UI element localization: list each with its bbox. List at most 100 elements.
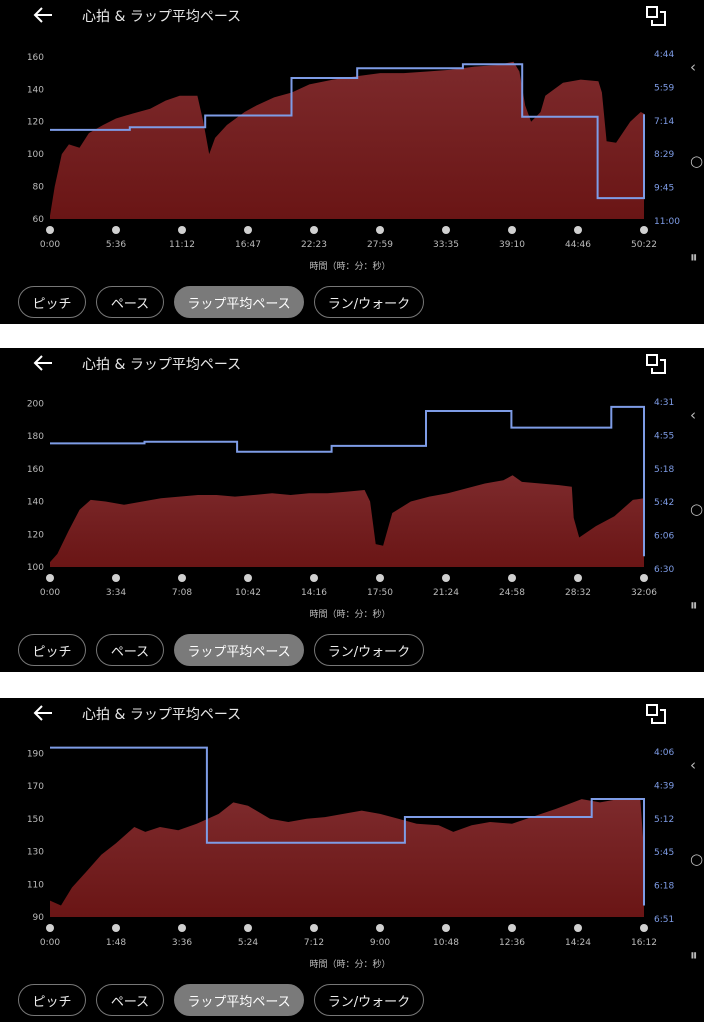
fullscreen-icon[interactable] [644, 702, 668, 726]
x-tick-dot [178, 226, 186, 234]
lap-pace-line [50, 63, 645, 200]
y-left-tick-label: 160 [27, 465, 44, 475]
y-left-tick-label: 190 [27, 749, 44, 759]
x-tick-dot [112, 574, 120, 582]
y-right-tick-label: 5:45 [654, 848, 674, 858]
chevron-left-icon[interactable]: ‹ [690, 58, 696, 76]
x-tick-label: 10:48 [433, 938, 459, 948]
x-tick-label: 16:12 [631, 938, 657, 948]
x-tick-label: 27:59 [367, 240, 393, 250]
lap-average-pace-button[interactable]: ラップ平均ペース [174, 634, 304, 666]
x-tick-label: 5:36 [106, 240, 126, 250]
back-arrow-icon[interactable] [32, 704, 54, 722]
x-tick-label: 16:47 [235, 240, 261, 250]
pace-button[interactable]: ペース [96, 286, 164, 318]
y-left-tick-label: 170 [27, 782, 44, 792]
pitch-button[interactable]: ピッチ [18, 634, 86, 666]
x-tick-dot [442, 924, 450, 932]
y-left-tick-label: 120 [27, 530, 44, 540]
x-tick-label: 3:36 [172, 938, 192, 948]
fullscreen-icon[interactable] [644, 4, 668, 28]
x-tick-label: 1:48 [106, 938, 126, 948]
y-right-tick-label: 4:31 [654, 398, 674, 408]
y-right-tick-label: 4:39 [654, 781, 674, 791]
x-tick-label: 7:12 [304, 938, 324, 948]
back-arrow-icon[interactable] [32, 6, 54, 24]
run-walk-button[interactable]: ラン/ウォーク [314, 634, 424, 666]
y-right-tick-label: 5:42 [654, 498, 674, 508]
x-tick-label: 32:06 [631, 588, 657, 598]
tab-buttons: ピッチ ペース ラップ平均ペース ラン/ウォーク [0, 620, 704, 672]
x-tick-dot [244, 924, 252, 932]
pace-button[interactable]: ペース [96, 984, 164, 1016]
y-left-tick-label: 150 [27, 815, 44, 825]
y-right-tick-label: 9:45 [654, 184, 674, 194]
recent-apps-icon[interactable]: ⏸ [690, 248, 698, 266]
heart-rate-pace-chart: 160 140 120 100 80 60 4:44 5:59 7:14 8:29 9:45 11:… [27, 50, 680, 272]
x-tick-dot [574, 574, 582, 582]
run-walk-button[interactable]: ラン/ウォーク [314, 286, 424, 318]
heart-rate-pace-chart: 190 170 150 130 110 90 4:06 4:39 5:12 5:45 6:18 6:… [27, 746, 674, 970]
y-right-tick-label: 6:30 [654, 565, 674, 575]
lap-pace-line [50, 746, 645, 906]
y-right-tick-label: 6:18 [654, 882, 674, 892]
x-tick-label: 12:36 [499, 938, 525, 948]
x-tick-label: 3:34 [106, 588, 126, 598]
pace-button[interactable]: ペース [96, 634, 164, 666]
tab-buttons: ピッチ ペース ラップ平均ペース ラン/ウォーク [0, 970, 704, 1022]
home-circle-icon[interactable]: ○ [690, 850, 704, 868]
x-tick-dot [112, 924, 120, 932]
y-left-tick-label: 60 [33, 215, 45, 225]
chevron-left-icon[interactable]: ‹ [690, 756, 696, 774]
x-tick-dot [46, 574, 54, 582]
pitch-button[interactable]: ピッチ [18, 286, 86, 318]
x-tick-dot [442, 226, 450, 234]
x-tick-dot [574, 924, 582, 932]
x-tick-label: 24:58 [499, 588, 525, 598]
x-tick-dot [640, 924, 648, 932]
lap-average-pace-button[interactable]: ラップ平均ペース [174, 286, 304, 318]
home-circle-icon[interactable]: ○ [690, 500, 704, 518]
x-tick-label: 5:24 [238, 938, 258, 948]
y-right-tick-label: 6:06 [654, 532, 674, 542]
fullscreen-icon[interactable] [644, 352, 668, 376]
x-tick-dot [640, 226, 648, 234]
x-tick-label: 0:00 [40, 938, 60, 948]
back-arrow-icon[interactable] [32, 354, 54, 372]
x-tick-label: 33:35 [433, 240, 459, 250]
y-left-tick-label: 90 [33, 913, 45, 923]
x-tick-dot [112, 226, 120, 234]
x-tick-dot [640, 574, 648, 582]
home-circle-icon[interactable]: ○ [690, 152, 704, 170]
x-tick-dot [46, 226, 54, 234]
y-right-tick-label: 4:44 [654, 50, 674, 60]
x-tick-dot [574, 226, 582, 234]
x-tick-dot [310, 226, 318, 234]
x-tick-dot [442, 574, 450, 582]
y-left-tick-label: 100 [27, 150, 44, 160]
page-title: 心拍 & ラップ平均ペース [82, 357, 242, 373]
y-left-tick-label: 140 [27, 498, 44, 508]
heart-rate-area [50, 475, 644, 567]
x-tick-label: 22:23 [301, 240, 327, 250]
chevron-left-icon[interactable]: ‹ [690, 406, 696, 424]
x-tick-label: 0:00 [40, 588, 60, 598]
heart-rate-pace-chart: 200 180 160 140 120 100 4:31 4:55 5:18 5:42 6:06 6… [27, 398, 675, 620]
page-title: 心拍 & ラップ平均ペース [82, 9, 242, 25]
recent-apps-icon[interactable]: ⏸ [690, 946, 698, 964]
pitch-button[interactable]: ピッチ [18, 984, 86, 1016]
x-tick-label: 7:08 [172, 588, 192, 598]
y-left-tick-label: 200 [27, 399, 44, 409]
y-left-tick-label: 160 [27, 53, 44, 63]
y-left-tick-label: 120 [27, 118, 44, 128]
x-tick-label: 50:22 [631, 240, 657, 250]
x-axis-title: 時間（時：分：秒） [309, 260, 390, 272]
run-walk-button[interactable]: ラン/ウォーク [314, 984, 424, 1016]
y-right-tick-label: 5:18 [654, 465, 674, 475]
y-right-tick-label: 4:55 [654, 431, 674, 441]
x-tick-dot [508, 226, 516, 234]
recent-apps-icon[interactable]: ⏸ [690, 596, 698, 614]
y-right-tick-label: 7:14 [654, 117, 674, 127]
lap-average-pace-button[interactable]: ラップ平均ペース [174, 984, 304, 1016]
y-right-tick-label: 4:06 [654, 748, 674, 758]
